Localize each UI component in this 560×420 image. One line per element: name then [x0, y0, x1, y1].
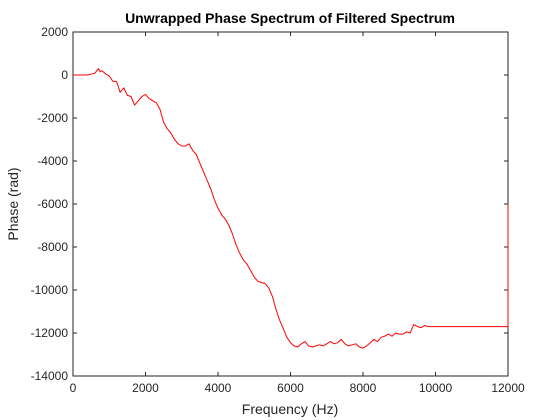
x-tick-label: 4000 [205, 381, 232, 395]
y-tick-label: -6000 [37, 197, 68, 211]
y-tick-label: -10000 [31, 283, 69, 297]
axis-ticks: 0 2000 4000 6000 8000 10000 12000 2000 0 -2000 -40… [31, 25, 525, 395]
x-tick-label: 0 [70, 381, 77, 395]
y-tick-label: -2000 [37, 111, 68, 125]
y-axis-label: Phase (rad) [5, 167, 21, 240]
x-tick-label: 8000 [350, 381, 377, 395]
x-tick-label: 2000 [132, 381, 159, 395]
x-tick-label: 6000 [277, 381, 304, 395]
x-tick-label: 10000 [419, 381, 453, 395]
y-tick-label: -8000 [37, 240, 68, 254]
phase-series-line [73, 68, 509, 349]
data-line-layer [73, 68, 509, 349]
y-tick-label: -4000 [37, 154, 68, 168]
chart-title: Unwrapped Phase Spectrum of Filtered Spe… [125, 10, 455, 26]
plot-area [72, 31, 509, 377]
y-tick-label: 0 [61, 68, 68, 82]
y-tick-label: -12000 [31, 326, 69, 340]
x-axis-label: Frequency (Hz) [242, 401, 338, 417]
y-tick-label: -14000 [31, 369, 69, 383]
y-tick-label: 2000 [41, 25, 68, 39]
x-tick-label: 12000 [491, 381, 525, 395]
